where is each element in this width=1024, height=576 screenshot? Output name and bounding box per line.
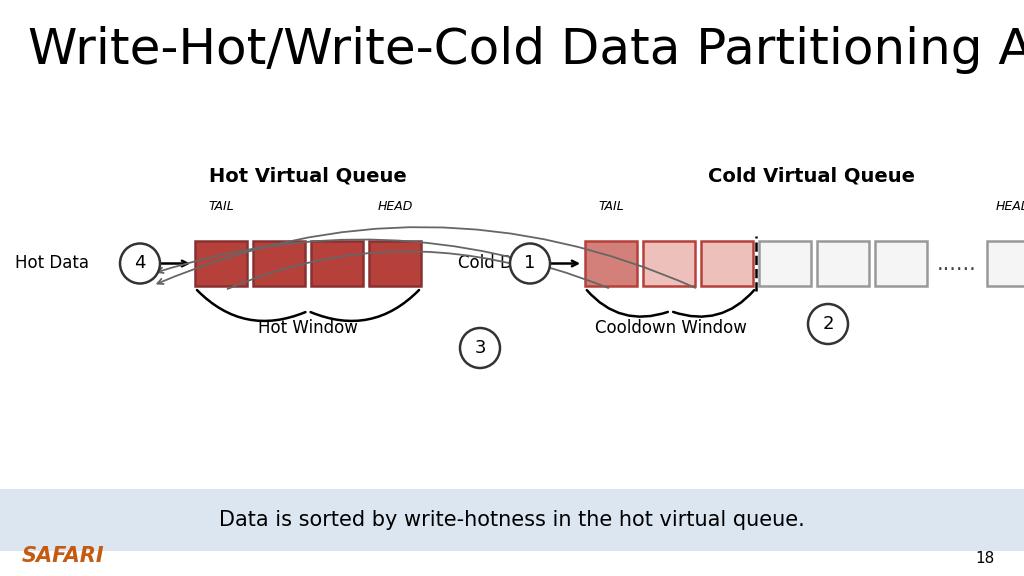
Circle shape [120,244,160,283]
Text: TAIL: TAIL [598,200,624,213]
Bar [585,241,637,286]
Bar [759,241,811,286]
Text: Data is sorted by write-hotness in the hot virtual queue.: Data is sorted by write-hotness in the h… [219,510,805,530]
Text: Hot Virtual Queue: Hot Virtual Queue [209,167,407,186]
Bar [987,241,1024,286]
Text: 4: 4 [134,255,145,272]
Text: Write-Hot/Write-Cold Data Partitioning Algorithm: Write-Hot/Write-Cold Data Partitioning A… [28,26,1024,74]
Text: HEAD: HEAD [377,200,413,213]
Text: 2: 2 [822,315,834,333]
Text: Cold Virtual Queue: Cold Virtual Queue [709,167,915,186]
Bar [369,241,421,286]
Bar [817,241,869,286]
Text: Hot Window: Hot Window [258,319,358,337]
Text: 18: 18 [976,551,995,566]
Text: TAIL: TAIL [208,200,233,213]
Circle shape [510,244,550,283]
Text: ......: ...... [937,253,977,274]
Bar [195,241,247,286]
Text: Cold Data: Cold Data [458,255,540,272]
Text: 3: 3 [474,339,485,357]
Circle shape [808,304,848,344]
Bar [311,241,362,286]
Bar [874,241,927,286]
Text: 1: 1 [524,255,536,272]
Text: HEAD: HEAD [995,200,1024,213]
Bar [643,241,695,286]
Text: SAFARI: SAFARI [22,546,104,566]
Text: Hot Data: Hot Data [15,255,89,272]
Circle shape [460,328,500,368]
Bar [701,241,753,286]
Text: Cooldown Window: Cooldown Window [595,319,746,337]
Bar [253,241,305,286]
Bar [0,489,1024,551]
